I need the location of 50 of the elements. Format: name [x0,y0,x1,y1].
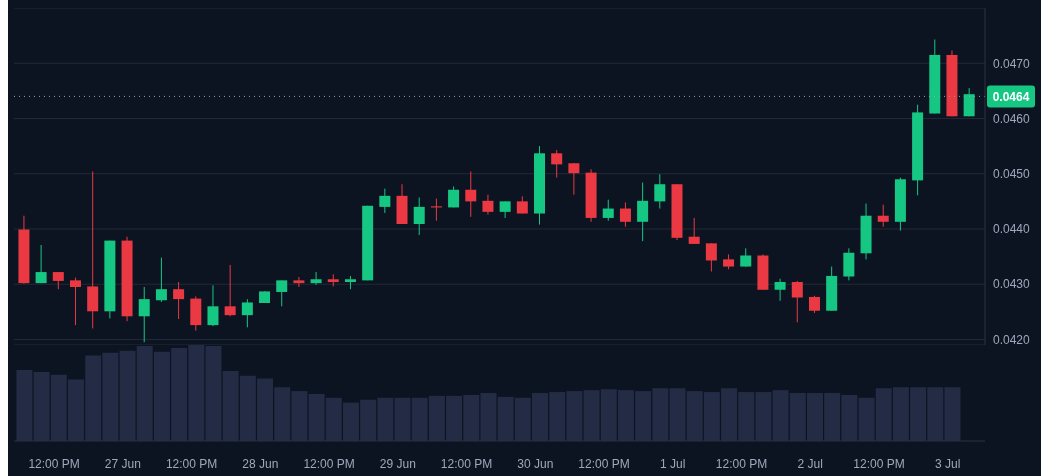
x-tick-label: 2 Jul [797,456,823,471]
ref-line-label: 0.0464 [992,89,1030,104]
candlestick [465,171,477,218]
candlestick [568,162,580,196]
candlestick [173,281,185,320]
candlestick [688,217,700,245]
x-tick-label: 3 Jul [935,456,961,471]
y-tick-label: 0.0460 [993,111,1031,126]
x-tick-label: 12:00 PM [715,456,768,471]
candlestick [138,286,150,343]
candlestick [379,188,391,214]
candlestick [877,204,889,228]
candlestick [654,173,666,210]
y-tick-label: 0.0440 [993,222,1031,237]
candlestick [241,298,253,328]
candlestick [276,279,288,307]
candlestick [637,182,649,242]
candlestick [482,194,494,216]
candlestick [293,276,305,288]
x-tick-label: 12:00 PM [303,456,355,471]
x-tick-label: 28 Jun [242,456,279,471]
y-tick-label: 0.0420 [993,332,1031,347]
candlestick [602,199,614,222]
candlestick [224,264,236,317]
x-tick-label: 1 Jul [660,456,686,471]
y-tick-label: 0.0430 [993,277,1031,292]
candlestick [740,247,752,268]
candlestick [551,149,563,179]
candlestick [791,280,803,323]
candlestick [430,198,442,222]
candlestick [207,284,219,327]
candlestick [619,201,631,228]
candlestick [35,244,47,284]
candlestick [705,242,717,273]
y-tick-label: 0.0470 [993,56,1031,71]
candlestick [413,196,425,236]
x-tick-label: 30 Jun [517,456,554,471]
candlestick [69,277,81,326]
candlestick [843,247,855,281]
candlestick [774,278,786,302]
x-tick-label: 29 Jun [379,456,416,471]
x-tick-label: 12:00 PM [853,456,905,471]
x-tick-label: 12:00 PM [28,456,80,471]
x-tick-label: 27 Jun [104,456,141,471]
x-tick-label: 12:00 PM [440,456,493,471]
x-tick-label: 12:00 PM [578,456,630,471]
candlestick [155,257,167,303]
candlestick [310,271,322,286]
x-tick-label: 12:00 PM [165,456,218,471]
y-tick-label: 0.0450 [993,167,1031,181]
